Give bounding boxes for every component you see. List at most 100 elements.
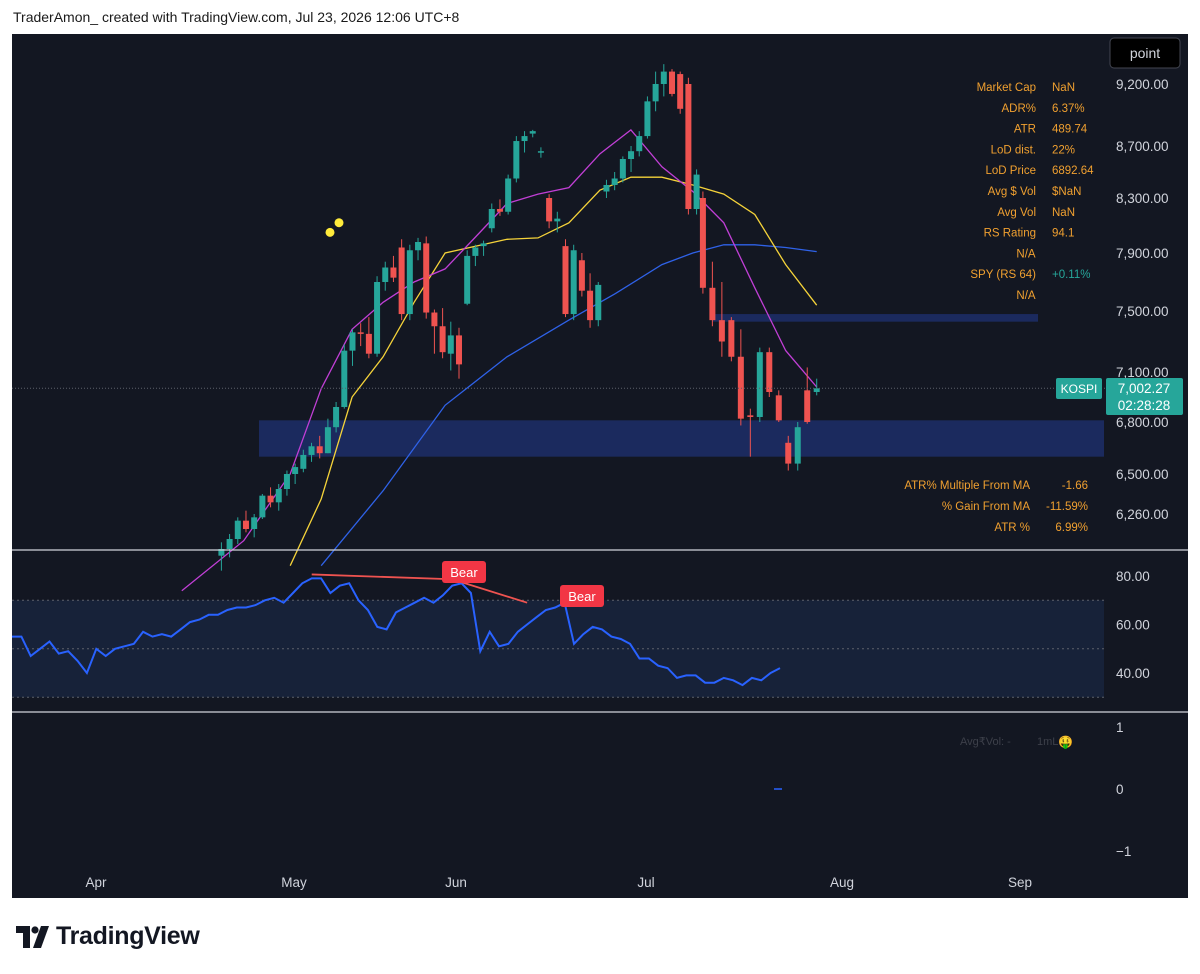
- candle[interactable]: [521, 136, 528, 142]
- last-price-tag: [1106, 378, 1183, 415]
- chart-canvas[interactable]: 9,200.00 8,700.00 8,300.00 7,900.00 7,500.00…: [12, 34, 1188, 898]
- time-axis-tick: Aug: [830, 875, 854, 890]
- bear-label: [560, 585, 604, 607]
- candle[interactable]: [455, 335, 462, 365]
- candle[interactable]: [628, 151, 635, 159]
- candle[interactable]: [439, 326, 446, 353]
- candle[interactable]: [374, 282, 381, 354]
- candle[interactable]: [357, 332, 364, 334]
- candle[interactable]: [267, 495, 274, 503]
- candle[interactable]: [644, 101, 651, 137]
- stat-value: N/A: [1016, 290, 1036, 302]
- bear-label-text: Bear: [450, 565, 478, 580]
- candle[interactable]: [390, 267, 397, 278]
- candle[interactable]: [636, 136, 643, 152]
- candle[interactable]: [398, 247, 405, 315]
- candle[interactable]: [766, 352, 773, 392]
- stat-value: 6892.64: [1052, 165, 1094, 177]
- candle[interactable]: [349, 332, 356, 351]
- point-button[interactable]: [1109, 37, 1181, 69]
- bear-divergence-line: [311, 573, 453, 581]
- candle[interactable]: [709, 287, 716, 321]
- candle[interactable]: [300, 454, 307, 469]
- candle[interactable]: [234, 520, 241, 539]
- candle[interactable]: [578, 260, 585, 291]
- tradingview-logo-text: TradingView: [56, 922, 200, 950]
- candle[interactable]: [365, 333, 372, 354]
- time-axis-tick: Sep: [1008, 875, 1032, 890]
- candle[interactable]: [529, 131, 536, 134]
- candle[interactable]: [464, 255, 471, 304]
- candle[interactable]: [242, 520, 249, 529]
- volume-pane[interactable]: 1 0 −1 Avg₹Vol: - 1mL:🤑: [774, 720, 1131, 859]
- candle[interactable]: [505, 178, 512, 212]
- candle[interactable]: [737, 356, 744, 419]
- candle[interactable]: [775, 395, 782, 421]
- candle[interactable]: [251, 517, 258, 529]
- stat-value: 489.74: [1052, 124, 1088, 136]
- candle[interactable]: [562, 246, 569, 315]
- candle[interactable]: [804, 390, 811, 422]
- candle[interactable]: [496, 209, 503, 212]
- candle[interactable]: [813, 388, 820, 392]
- candle[interactable]: [513, 141, 520, 179]
- price-pane[interactable]: 9,200.00 8,700.00 8,300.00 7,900.00 7,500.00…: [12, 34, 1188, 592]
- candle[interactable]: [677, 74, 684, 109]
- candle[interactable]: [472, 247, 479, 256]
- stat-value: $NaN: [1052, 186, 1081, 198]
- candle[interactable]: [275, 489, 282, 503]
- candle[interactable]: [333, 407, 340, 428]
- candle[interactable]: [308, 446, 315, 455]
- candle[interactable]: [685, 84, 692, 209]
- candle[interactable]: [218, 549, 225, 556]
- symbol-tag[interactable]: [1056, 378, 1102, 399]
- candle[interactable]: [693, 174, 700, 209]
- candle[interactable]: [537, 151, 544, 153]
- tradingview-logo: TradingView: [16, 922, 200, 951]
- last-price-value: 7,002.27: [1118, 381, 1171, 396]
- candle[interactable]: [316, 446, 323, 454]
- candle[interactable]: [423, 243, 430, 313]
- candle[interactable]: [570, 250, 577, 315]
- chart-frame[interactable]: 9,200.00 8,700.00 8,300.00 7,900.00 7,500.00…: [12, 34, 1188, 898]
- candle[interactable]: [292, 467, 299, 474]
- candle[interactable]: [382, 267, 389, 283]
- candle[interactable]: [699, 198, 706, 288]
- ma-fast-line: [181, 129, 818, 592]
- candle[interactable]: [611, 178, 618, 186]
- candle[interactable]: [447, 335, 454, 354]
- candle[interactable]: [587, 290, 594, 321]
- candle[interactable]: [226, 539, 233, 549]
- rsi-pane[interactable]: Bear Bear 80.00 60.00 40.00: [12, 561, 1150, 698]
- candle[interactable]: [785, 442, 792, 464]
- candle[interactable]: [728, 320, 735, 357]
- candle[interactable]: [554, 218, 561, 222]
- candle[interactable]: [756, 352, 763, 417]
- candle[interactable]: [669, 71, 676, 94]
- candle[interactable]: [415, 242, 422, 251]
- time-axis-tick: Jul: [637, 875, 654, 890]
- candle[interactable]: [660, 71, 667, 84]
- stat-label: % Gain From MA: [942, 501, 1031, 513]
- time-axis-tick: Apr: [85, 875, 107, 890]
- candle[interactable]: [546, 198, 553, 222]
- candle[interactable]: [324, 427, 331, 454]
- candle[interactable]: [259, 495, 266, 518]
- candle[interactable]: [619, 159, 626, 179]
- candle[interactable]: [747, 415, 754, 417]
- candle-countdown: 02:28:28: [1118, 398, 1171, 413]
- candle[interactable]: [283, 474, 290, 489]
- candle[interactable]: [794, 427, 801, 464]
- stat-value: N/A: [1016, 248, 1036, 260]
- candle[interactable]: [406, 250, 413, 315]
- candle[interactable]: [595, 284, 602, 321]
- candle[interactable]: [341, 350, 348, 407]
- candle[interactable]: [652, 84, 659, 102]
- candle[interactable]: [718, 320, 725, 342]
- candle[interactable]: [480, 243, 487, 247]
- candle[interactable]: [488, 209, 495, 229]
- rsi-axis-tick: 40.00: [1116, 666, 1150, 681]
- stat-label: ADR%: [1001, 103, 1036, 115]
- candle[interactable]: [431, 312, 438, 327]
- candle[interactable]: [603, 185, 610, 192]
